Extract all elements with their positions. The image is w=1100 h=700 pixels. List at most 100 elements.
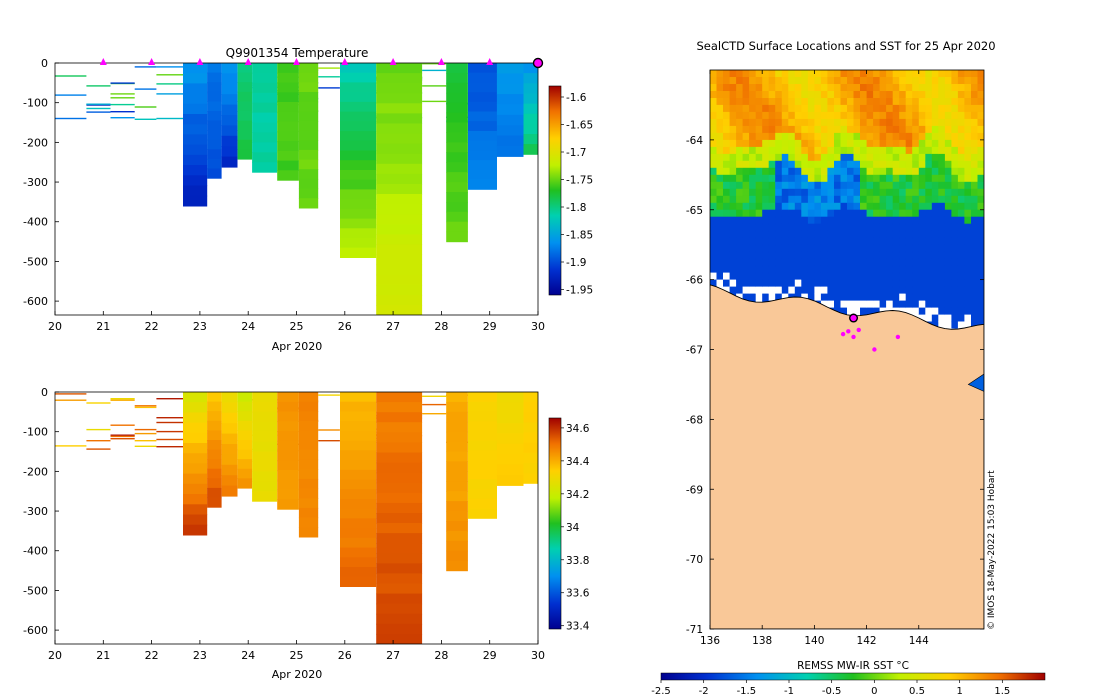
sst-cell	[944, 77, 952, 85]
sst-cell	[918, 98, 926, 106]
sst-cell	[781, 202, 789, 211]
lat-tick-label: -71	[686, 624, 703, 636]
sst-cell	[931, 300, 939, 309]
sst-cell	[944, 286, 952, 295]
sst-cell	[736, 167, 744, 176]
sst-cell	[762, 223, 770, 232]
sst-cell	[762, 216, 770, 225]
sst-cell	[840, 84, 848, 92]
sst-cell	[775, 188, 783, 197]
sst-cell	[866, 70, 874, 78]
sst-cell	[788, 77, 796, 85]
profile-cell	[252, 421, 278, 433]
sst-cell	[964, 279, 972, 288]
sst-cell	[931, 160, 939, 169]
profile-cell	[237, 82, 253, 93]
profile-cell	[468, 392, 497, 403]
profile-cell	[523, 83, 538, 94]
sst-cell	[710, 251, 717, 260]
lat-tick-label: -66	[686, 275, 703, 287]
profile-cell	[221, 73, 238, 85]
shallow-streak	[156, 93, 183, 95]
sst-cell	[834, 216, 841, 225]
y-tick-label: -600	[23, 624, 48, 637]
profile-cell	[468, 72, 497, 83]
sst-cell	[866, 104, 874, 113]
profile-cell	[252, 441, 278, 453]
sst-cell	[781, 251, 789, 260]
profile-cell	[183, 463, 208, 475]
sst-cell	[820, 230, 828, 239]
sst-cell	[931, 244, 939, 253]
x-tick-label: 30	[531, 649, 545, 662]
sst-cell	[847, 265, 854, 274]
sst-cell	[847, 91, 854, 99]
sst-cell	[742, 77, 750, 85]
sst-cell	[951, 314, 959, 323]
sst-cell	[794, 153, 802, 162]
sst-cell	[879, 153, 887, 162]
sst-cell	[912, 104, 920, 113]
sst-cell	[749, 125, 757, 134]
sst-cell	[879, 125, 887, 134]
sst-cell	[886, 202, 894, 211]
profile-cell	[207, 130, 222, 141]
sst-cell	[971, 111, 978, 120]
profile-cell	[277, 431, 299, 442]
profile-cell	[277, 392, 299, 403]
sst-cell	[807, 146, 815, 155]
sst-cell	[925, 286, 933, 295]
lat-tick-label: -65	[686, 205, 703, 217]
sst-cell	[951, 146, 959, 155]
sst-cell	[977, 279, 984, 288]
sst-cell	[938, 111, 946, 120]
sst-cell	[951, 300, 959, 309]
profile-cell	[277, 489, 299, 500]
profile-cell	[496, 464, 524, 476]
sst-cell	[736, 216, 744, 225]
sst-cell	[788, 244, 796, 253]
sst-cell	[775, 237, 783, 246]
sst-cell	[788, 181, 796, 190]
sst-cell	[892, 84, 900, 92]
sst-cell	[977, 174, 984, 183]
sst-cell	[768, 244, 776, 253]
sst-cell	[827, 293, 835, 302]
sst-cell	[873, 202, 881, 211]
sst-cell	[931, 265, 939, 274]
sst-cell	[729, 181, 737, 190]
temperature-panel: Q9901354 Temperature 20 21 22 23 24 25 26 27 28 2…	[23, 46, 593, 353]
sst-cell	[977, 70, 984, 78]
sst-cell	[847, 84, 854, 92]
sst-cell	[768, 258, 776, 267]
shallow-streak	[422, 413, 447, 415]
sst-cell	[768, 181, 776, 190]
sst-cell	[814, 279, 822, 288]
sst-cell	[820, 84, 828, 92]
sst-cell	[834, 244, 841, 253]
sst-cell	[736, 153, 744, 162]
sst-cell	[925, 202, 933, 211]
sst-cell	[814, 181, 822, 190]
sst-cell	[925, 216, 933, 225]
sst-cell	[840, 195, 848, 204]
sst-cell	[755, 293, 763, 302]
lon-tick-label: 140	[804, 635, 824, 647]
sst-cell	[807, 265, 815, 274]
profile-cell	[340, 537, 377, 549]
sst-cell	[925, 77, 933, 85]
sst-cell	[768, 118, 776, 127]
profile-cell	[496, 402, 524, 414]
sst-cell	[886, 132, 894, 141]
sst-cell	[957, 111, 965, 120]
profile-cell	[207, 401, 222, 412]
sst-cell	[905, 300, 913, 309]
sst-cell	[807, 279, 815, 288]
profile-cell	[277, 111, 299, 123]
sst-cell	[794, 188, 802, 197]
sst-cell	[807, 77, 815, 85]
profile-cell	[237, 120, 253, 131]
sst-cell	[853, 77, 861, 85]
sst-cell	[840, 286, 848, 295]
sst-cell	[899, 258, 907, 267]
